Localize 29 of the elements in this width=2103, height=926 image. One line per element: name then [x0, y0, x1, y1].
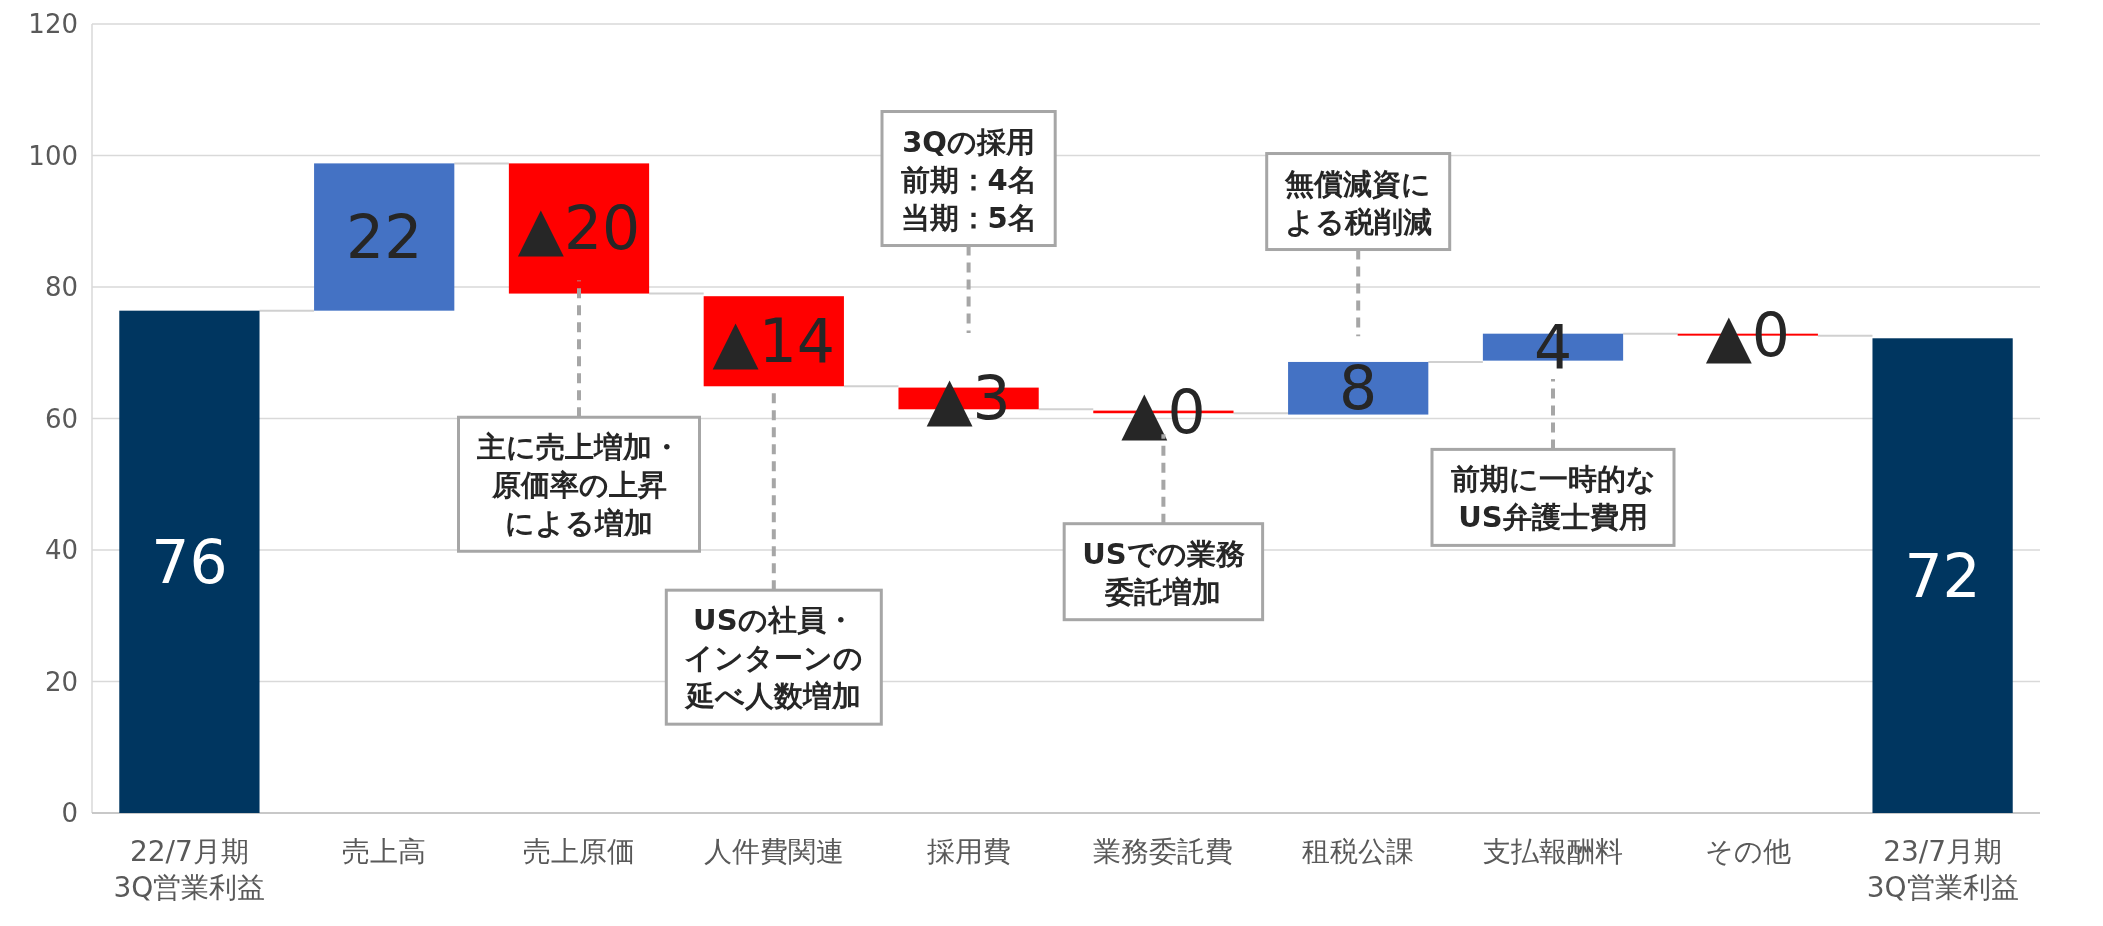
- y-tick-label: 20: [44, 666, 78, 697]
- data-label: 72: [1904, 540, 1981, 611]
- y-tick-label: 0: [61, 798, 78, 828]
- y-tick-label: 80: [44, 272, 78, 302]
- annotation: 3Qの採用前期：4名当期：5名: [899, 124, 1037, 235]
- data-label: 8: [1339, 353, 1378, 424]
- y-tick-label: 40: [44, 535, 78, 565]
- x-tick-label: その他: [1704, 835, 1791, 868]
- annotation: 主に売上増加・原価率の上昇による増加: [476, 430, 681, 541]
- x-tick-label: 業務委託費: [1093, 835, 1234, 868]
- x-tick-label: 採用費: [926, 835, 1011, 868]
- y-tick-label: 100: [28, 140, 78, 171]
- x-tick-label: 人件費関連: [703, 835, 844, 868]
- y-tick-label: 120: [28, 9, 78, 39]
- data-label: 22: [346, 202, 423, 273]
- x-tick-label: 23/7月期 3Q営業利益: [1866, 835, 2019, 904]
- x-tick-label: 売上高: [342, 835, 427, 868]
- x-tick-label: 支払報酬料: [1483, 835, 1623, 868]
- data-label: 76: [151, 526, 228, 597]
- y-tick-label: 60: [44, 403, 78, 434]
- data-label: ▲20: [517, 193, 641, 264]
- data-label: ▲14: [712, 306, 836, 377]
- annotation: 無償減資による税削減: [1284, 166, 1432, 239]
- annotation: 前期に一時的なUS弁護士費用: [1449, 462, 1656, 535]
- annotation: USの社員・インターンの延べ人数増加: [684, 603, 864, 714]
- x-tick-label: 22/7月期 3Q営業利益: [113, 835, 266, 904]
- x-tick-label: 売上原価: [523, 835, 635, 868]
- annotation: USでの業務委託増加: [1082, 536, 1245, 609]
- x-tick-label: 租税公課: [1302, 835, 1415, 868]
